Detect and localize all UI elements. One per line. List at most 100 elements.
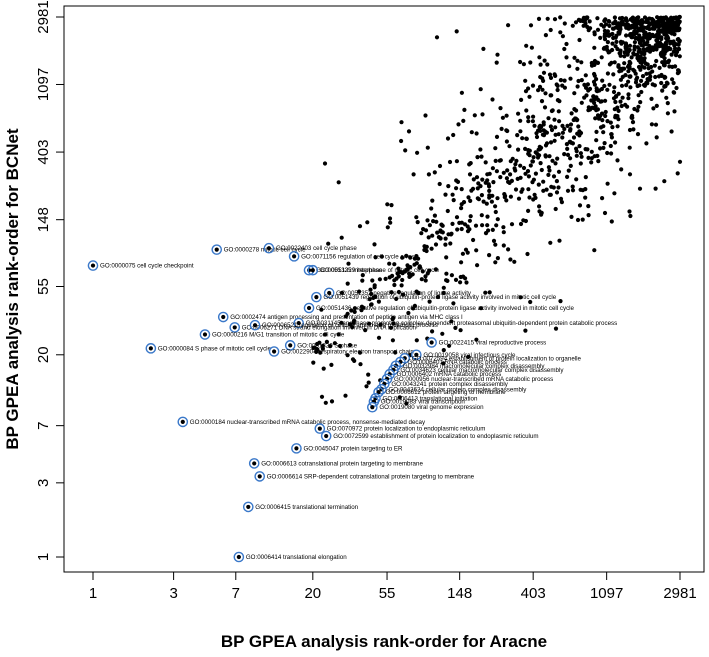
data-point [518, 59, 523, 65]
data-point [669, 52, 674, 57]
data-point [495, 217, 500, 222]
data-point [616, 91, 621, 96]
data-point [539, 167, 544, 173]
data-point [318, 350, 323, 355]
point-annotation: GO:0006414 translational elongation [246, 554, 347, 561]
x-tick-label: 7 [232, 585, 240, 602]
data-point [577, 129, 582, 134]
data-point [540, 132, 546, 137]
data-point [547, 192, 552, 197]
data-point [346, 261, 351, 266]
data-point [562, 78, 567, 83]
data-point [564, 55, 569, 60]
data-point [665, 111, 671, 116]
data-point [580, 18, 586, 24]
data-point [607, 82, 612, 87]
data-point [677, 54, 682, 59]
data-point [454, 159, 459, 164]
data-point [345, 353, 350, 358]
data-point [512, 259, 517, 264]
data-point [653, 186, 658, 191]
data-point [662, 75, 667, 80]
data-point [568, 163, 573, 168]
data-point [611, 35, 616, 41]
data-point [411, 172, 416, 177]
data-point [359, 308, 364, 313]
point-annotation: GO:0006413 translational initiation [383, 395, 478, 402]
data-point [385, 202, 390, 207]
data-point [526, 208, 531, 213]
data-point [572, 55, 577, 60]
y-tick-label: 7 [35, 421, 52, 429]
data-point [536, 16, 542, 21]
data-point [513, 162, 518, 167]
highlight-point [90, 263, 96, 268]
data-point [520, 136, 525, 141]
data-point [468, 198, 473, 203]
data-point [653, 122, 659, 127]
data-point [487, 290, 492, 295]
data-point [661, 45, 666, 50]
data-point [366, 372, 371, 377]
data-point [478, 184, 483, 189]
data-point [674, 15, 679, 21]
data-point [440, 230, 445, 235]
data-point [501, 225, 506, 230]
data-point [319, 394, 325, 399]
data-point [474, 175, 480, 180]
point-annotation: GO:0000184 nuclear-transcribed mRNA cata… [190, 419, 426, 426]
data-point [451, 198, 456, 203]
data-point [624, 45, 629, 50]
data-point [453, 325, 458, 330]
data-point [453, 277, 459, 282]
data-point [642, 59, 647, 64]
data-point [632, 44, 637, 49]
data-point [396, 266, 401, 271]
data-point [326, 241, 331, 246]
data-point [642, 15, 648, 20]
x-axis: 1 3 7 20 55 148 403 1097 2981 [89, 571, 697, 602]
point-annotation: GO:0019058 viral infectious cycle [423, 352, 516, 359]
point-annotation: GO:0022415 viral reproductive process [439, 339, 547, 346]
data-point [376, 299, 381, 304]
data-point [525, 169, 531, 174]
highlight-point [306, 305, 312, 311]
point-annotation: GO:0006612 protein targeting to membrane [386, 389, 507, 396]
data-point [533, 171, 539, 176]
data-point [594, 138, 599, 143]
data-point [387, 261, 392, 266]
point-annotation: GO:0019083 viral transcription [381, 399, 465, 406]
data-point [527, 153, 532, 158]
highlight-ring [242, 501, 254, 513]
data-point [605, 31, 610, 36]
point-annotation: GO:0034623 cellular macromolecular compl… [400, 367, 564, 374]
data-point [427, 223, 432, 228]
data-point [521, 165, 527, 171]
data-point [637, 186, 643, 191]
data-point [578, 187, 583, 192]
data-point [466, 354, 471, 359]
data-point [676, 20, 682, 25]
data-point [460, 251, 465, 256]
data-point [539, 212, 544, 217]
data-point [626, 96, 631, 101]
data-point [601, 130, 606, 135]
data-point [646, 66, 651, 71]
data-point [537, 153, 542, 158]
data-point [485, 172, 490, 177]
data-point [311, 345, 316, 350]
data-point [612, 191, 617, 196]
data-point [368, 287, 373, 292]
data-point [583, 21, 588, 26]
data-point [601, 145, 606, 150]
data-point [623, 102, 628, 107]
data-point [523, 328, 528, 333]
data-point [603, 113, 608, 119]
point-annotation: GO:0006613 cotranslational protein targe… [261, 460, 423, 467]
data-point [454, 178, 459, 183]
highlight-point [414, 352, 419, 357]
highlight-ring [381, 373, 393, 385]
data-point [506, 23, 511, 28]
data-point [357, 224, 363, 229]
data-point [471, 177, 476, 182]
